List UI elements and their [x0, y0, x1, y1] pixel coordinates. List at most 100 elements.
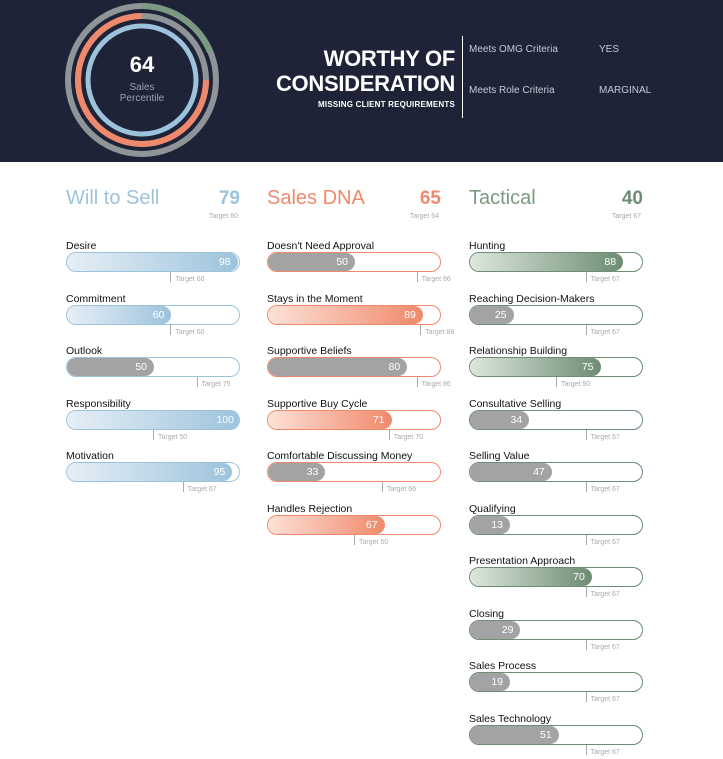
- competency-value: 25: [494, 308, 507, 321]
- verdict-title-line2: CONSIDERATION: [275, 71, 455, 96]
- competency-label: Reaching Decision-Makers: [469, 292, 595, 305]
- competency-value: 34: [510, 413, 523, 426]
- target-tick: [585, 534, 587, 545]
- competency-label: Responsibility: [66, 397, 131, 410]
- competency-bar: 89: [267, 304, 441, 325]
- competency-value: 98: [218, 256, 231, 268]
- criteria-omg-label: Meets OMG Criteria: [469, 44, 558, 55]
- column-target: Target 60: [208, 213, 238, 220]
- competency-label: Handles Rejection: [267, 502, 353, 515]
- competency-value: 29: [501, 623, 514, 636]
- column-title: Sales DNA: [267, 187, 365, 209]
- competency-bar-fill: [268, 358, 408, 376]
- competency-value: 50: [135, 361, 147, 373]
- competency-bar: 29: [469, 619, 643, 640]
- column-target: Target 67: [611, 213, 641, 220]
- competency-label: Doesn't Need Approval: [267, 240, 375, 252]
- competency-bar: 70: [469, 567, 643, 587]
- target-tick: [196, 377, 198, 387]
- competency-value: 13: [491, 518, 503, 531]
- competency-label: Relationship Building: [469, 345, 568, 357]
- column-score: 65: [419, 188, 441, 209]
- target-tick: [388, 429, 390, 440]
- target-tick: [556, 377, 557, 387]
- competency-value: 19: [491, 676, 503, 688]
- target-tick: [585, 639, 587, 650]
- competency-bar: 13: [469, 514, 643, 535]
- competency-bar-fill: [470, 410, 530, 429]
- target-label: Target 88: [425, 328, 455, 336]
- competency-bar: 88: [469, 252, 643, 272]
- header-banner: 64 Sales Percentile WORTHY OF CONSIDERAT…: [0, 0, 723, 162]
- competency-bar-fill: [67, 253, 238, 271]
- competency-label: Desire: [66, 240, 97, 252]
- competency-bar-fill: [268, 410, 392, 429]
- competency-bar-fill: [268, 515, 385, 534]
- target-tick: [381, 482, 383, 492]
- target-label: Target 66: [386, 486, 417, 493]
- competency-value: 70: [573, 571, 585, 583]
- criteria-role-label: Meets Role Criteria: [469, 85, 555, 96]
- competency-label: Commitment: [66, 292, 126, 305]
- competency-bar: 71: [267, 409, 441, 430]
- competency-bar-fill: [470, 305, 514, 324]
- competency-label: Comfortable Discussing Money: [267, 450, 413, 462]
- target-label: Target 67: [590, 276, 620, 283]
- target-tick: [585, 324, 587, 335]
- header-divider: [462, 36, 463, 118]
- target-label: Target 67: [590, 696, 620, 703]
- competency-bar-fill: [67, 463, 233, 481]
- competency-bar: 25: [469, 304, 643, 325]
- competency-value: 33: [306, 466, 319, 478]
- competency-bar: 33: [267, 462, 441, 482]
- competency-label: Supportive Buy Cycle: [267, 397, 368, 410]
- competency-bar-fill: [470, 358, 601, 376]
- target-tick: [420, 324, 422, 335]
- competency-bar: 34: [469, 409, 643, 430]
- column-title: Tactical: [469, 187, 536, 209]
- competency-bar: 50: [66, 357, 240, 377]
- competency-bar-fill: [470, 463, 552, 481]
- competency-label: Motivation: [66, 450, 114, 462]
- competency-bar-fill: [470, 515, 510, 534]
- competency-bar: 50: [267, 252, 441, 272]
- competency-value: 80: [388, 361, 401, 373]
- competency-value: 95: [213, 466, 226, 478]
- competency-label: Sales Technology: [469, 712, 552, 725]
- competency-bar-fill: [67, 305, 172, 324]
- target-label: Target 67: [590, 748, 620, 756]
- competency-bar-fill: [470, 568, 592, 586]
- target-label: Target 86: [421, 276, 451, 283]
- competency-label: Outlook: [66, 345, 103, 357]
- competency-label: Presentation Approach: [469, 555, 576, 567]
- column-title: Will to Sell: [66, 187, 160, 209]
- competency-bar-fill: [67, 410, 239, 429]
- competency-label: Qualifying: [469, 502, 516, 515]
- competency-bar: 75: [469, 357, 643, 377]
- target-tick: [585, 744, 587, 755]
- target-label: Target 67: [590, 538, 620, 546]
- competency-bar: 98: [66, 252, 240, 272]
- competency-bar: 47: [469, 462, 643, 482]
- competency-value: 47: [533, 466, 545, 478]
- column-target: Target 64: [409, 213, 439, 220]
- target-label: Target 60: [175, 276, 205, 283]
- competency-bar-fill: [268, 463, 326, 481]
- competency-bar-fill: [470, 673, 510, 691]
- target-label: Target 67: [590, 328, 620, 336]
- percentile-rings: [65, 3, 219, 157]
- target-tick: [170, 272, 172, 282]
- competency-bar-fill: [67, 358, 154, 376]
- criteria-role-value: MARGINAL: [599, 85, 652, 96]
- target-tick: [182, 482, 184, 492]
- competency-bar: 60: [66, 304, 240, 325]
- target-tick: [170, 324, 172, 335]
- sales-percentile-value: 64: [129, 52, 155, 77]
- competency-bar-fill: [268, 253, 355, 271]
- competency-label: Supportive Beliefs: [267, 345, 352, 357]
- sales-percentile-label-2: Percentile: [119, 93, 165, 104]
- target-tick: [354, 534, 355, 545]
- competency-bar: 100: [66, 409, 240, 430]
- target-label: Target 60: [175, 328, 205, 336]
- target-label: Target 50: [158, 433, 188, 441]
